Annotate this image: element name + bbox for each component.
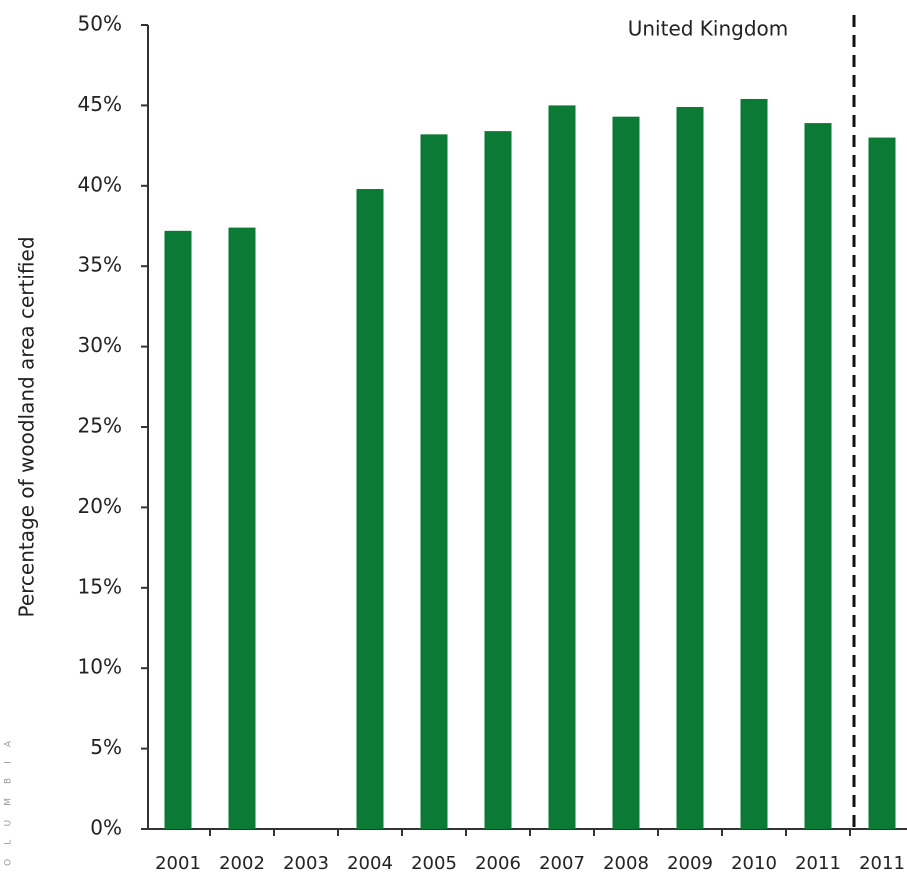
bar — [420, 134, 448, 829]
bar — [164, 230, 192, 830]
annotation: United Kingdom — [628, 17, 789, 41]
bar — [740, 98, 768, 829]
x-tick-label: 2005 — [411, 853, 457, 874]
bar — [676, 107, 704, 830]
y-tick-label: 30% — [78, 333, 122, 357]
y-tick-label: 10% — [78, 655, 122, 679]
x-tick-label: 2007 — [539, 853, 585, 874]
y-tick-label: 20% — [78, 494, 122, 518]
x-tick-label: 2011 — [859, 853, 905, 874]
x-tick-label: 2009 — [667, 853, 713, 874]
y-tick-label: 45% — [78, 92, 122, 116]
y-axis-label: Percentage of woodland area certified — [15, 236, 39, 617]
y-tick-label: 35% — [78, 253, 122, 277]
x-tick-label: 2010 — [731, 853, 777, 874]
y-tick-label: 5% — [90, 735, 122, 759]
x-tick-label: 2002 — [219, 853, 265, 874]
x-tick-label: 2011 — [795, 853, 841, 874]
x-tick-label: 2001 — [155, 853, 201, 874]
bar — [484, 131, 512, 830]
y-tick-label: 25% — [78, 414, 122, 438]
bar — [548, 105, 576, 829]
y-tick-label: 40% — [78, 172, 122, 196]
x-tick-label: 2006 — [475, 853, 521, 874]
bar — [228, 227, 256, 829]
y-tick-label: 15% — [78, 574, 122, 598]
bar — [868, 137, 896, 829]
x-tick-label: 2004 — [347, 853, 393, 874]
bar — [804, 123, 832, 829]
y-tick-label: 50% — [78, 12, 122, 36]
bar — [356, 189, 384, 830]
x-tick-label: 2003 — [283, 853, 329, 874]
bar — [612, 116, 640, 829]
side-text: OLUMBIA — [4, 727, 14, 866]
y-tick-label: 0% — [90, 816, 122, 840]
x-tick-label: 2008 — [603, 853, 649, 874]
